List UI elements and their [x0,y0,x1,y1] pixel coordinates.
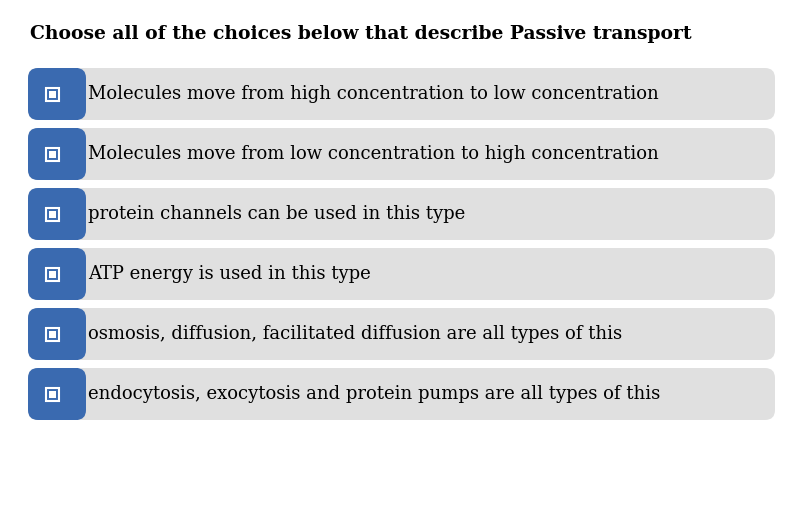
Text: Molecules move from low concentration to high concentration: Molecules move from low concentration to… [88,145,658,163]
Bar [49,210,55,218]
FancyBboxPatch shape [28,368,86,420]
FancyBboxPatch shape [28,188,86,240]
FancyBboxPatch shape [28,128,775,180]
FancyBboxPatch shape [28,188,775,240]
Bar [46,327,58,340]
Bar [49,391,55,397]
Bar [66,248,78,300]
FancyBboxPatch shape [28,128,86,180]
Bar [66,308,78,360]
Bar [66,188,78,240]
FancyBboxPatch shape [28,368,775,420]
Bar [49,90,55,97]
Bar [46,267,58,280]
Text: endocytosis, exocytosis and protein pumps are all types of this: endocytosis, exocytosis and protein pump… [88,385,660,403]
FancyBboxPatch shape [28,68,775,120]
FancyBboxPatch shape [28,308,86,360]
Text: Choose all of the choices below that describe Passive transport: Choose all of the choices below that des… [30,25,692,43]
Bar [66,128,78,180]
Text: osmosis, diffusion, facilitated diffusion are all types of this: osmosis, diffusion, facilitated diffusio… [88,325,622,343]
Bar [66,68,78,120]
Bar [46,208,58,221]
Bar [49,270,55,278]
Bar [46,87,58,100]
Text: protein channels can be used in this type: protein channels can be used in this typ… [88,205,466,223]
Text: ATP energy is used in this type: ATP energy is used in this type [88,265,370,283]
FancyBboxPatch shape [28,308,775,360]
FancyBboxPatch shape [28,248,86,300]
Bar [66,368,78,420]
Bar [49,151,55,157]
Bar [46,147,58,161]
FancyBboxPatch shape [28,68,86,120]
FancyBboxPatch shape [28,248,775,300]
Text: Molecules move from high concentration to low concentration: Molecules move from high concentration t… [88,85,658,103]
Bar [46,388,58,401]
Bar [49,331,55,337]
